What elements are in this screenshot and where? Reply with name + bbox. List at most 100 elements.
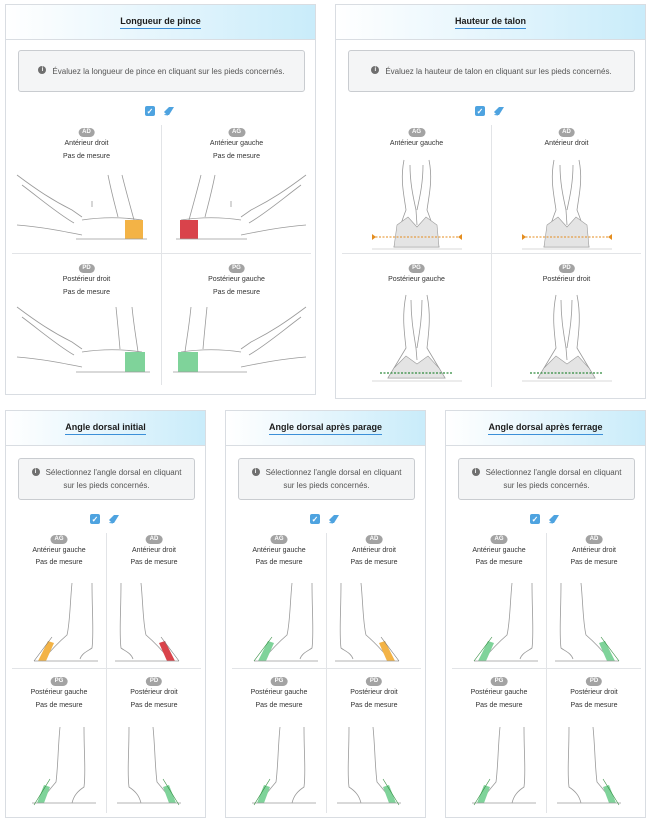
foot-quadrant-pg[interactable]: PG Postérieur gauche Pas de mesure: [232, 669, 326, 814]
foot-quadrant-pd[interactable]: PD Postérieur droit Pas de mesure: [327, 669, 421, 814]
measure-status: Pas de mesure: [255, 702, 303, 709]
hoof-measure-drawing[interactable]: [12, 302, 161, 382]
measure-status: Pas de mesure: [350, 559, 398, 566]
hoof-side-drawing[interactable]: [452, 717, 546, 809]
dorsal-angle-fill: [599, 641, 615, 661]
panel-header: Angle dorsal initial: [6, 411, 205, 446]
hoof-side-drawing[interactable]: [327, 573, 421, 665]
info-text: Évaluez la longueur de pince en cliquant…: [52, 66, 285, 76]
hoof-side-drawing[interactable]: [232, 717, 326, 809]
foot-label: Antérieur gauche: [252, 547, 306, 554]
hoof-side-drawing[interactable]: [452, 573, 546, 665]
hoof-side-drawing[interactable]: [107, 717, 201, 809]
foot-quadrant-ag[interactable]: AG Antérieur gauche: [342, 125, 491, 253]
foot-badge: AD: [78, 128, 95, 137]
foot-badge: AG: [408, 128, 425, 137]
hoof-side-drawing[interactable]: [327, 717, 421, 809]
measure-status: Pas de mesure: [570, 559, 618, 566]
foot-badge: PD: [78, 264, 95, 273]
hoof-side-drawing[interactable]: [547, 717, 641, 809]
foot-label: Postérieur gauche: [388, 276, 445, 283]
panel-angle-dorsal-parage: Angle dorsal après parage i Sélectionnez …: [225, 410, 426, 818]
foot-label: Antérieur droit: [352, 547, 396, 554]
info-icon: i: [31, 467, 40, 476]
checkbox-checked-icon[interactable]: ✓: [475, 106, 485, 116]
foot-badge: PD: [145, 677, 163, 686]
eraser-icon[interactable]: [548, 514, 560, 524]
hoof-front-drawing[interactable]: [492, 155, 641, 251]
hoof-side-drawing[interactable]: [12, 717, 106, 809]
foot-quadrant-ag[interactable]: AG Antérieur gauche Pas de mesure: [452, 533, 546, 668]
hoof-side-drawing[interactable]: [232, 573, 326, 665]
info-icon: i: [371, 66, 380, 75]
foot-quadrant-pd[interactable]: PD Postérieur droit Pas de mesure: [547, 669, 641, 814]
panel-angle-dorsal-initial: Angle dorsal initial i Sélectionnez l'ang…: [5, 410, 206, 818]
hoof-front-drawing[interactable]: [342, 155, 491, 251]
foot-quadrant-pd[interactable]: PD Postérieur droit: [492, 254, 641, 387]
panel-title: Angle dorsal après parage: [268, 422, 383, 435]
foot-badge: AG: [270, 535, 288, 544]
hoof-measure-drawing[interactable]: [12, 165, 161, 250]
foot-quadrant-ag[interactable]: AG Antérieur gauche Pas de mesure: [162, 125, 311, 253]
foot-badge: AD: [558, 128, 575, 137]
measure-status: Pas de mesure: [62, 289, 111, 296]
foot-quadrant-pg[interactable]: PG Postérieur gauche Pas de mesure: [12, 669, 106, 814]
foot-badge: AD: [145, 535, 163, 544]
hoof-measure-drawing[interactable]: [162, 165, 311, 250]
foot-quadrant-pd[interactable]: PD Postérieur droit Pas de mesure: [107, 669, 201, 814]
foot-quadrant-ad[interactable]: AD Antérieur droit Pas de mesure: [107, 533, 201, 668]
info-box: i Évaluez la hauteur de talon en cliquant…: [348, 50, 635, 92]
eraser-icon[interactable]: [493, 106, 505, 116]
eraser-icon[interactable]: [108, 514, 120, 524]
panel-header: Hauteur de talon: [336, 5, 645, 40]
foot-badge: AG: [50, 535, 68, 544]
foot-quadrant-ad[interactable]: AD Antérieur droit Pas de mesure: [12, 125, 161, 253]
dorsal-angle-fill: [159, 641, 175, 661]
checkbox-checked-icon[interactable]: ✓: [310, 514, 320, 524]
measure-status: Pas de mesure: [255, 559, 303, 566]
foot-quadrant-ag[interactable]: AG Antérieur gauche Pas de mesure: [12, 533, 106, 668]
panel-title: Hauteur de talon: [454, 16, 526, 29]
eraser-icon[interactable]: [328, 514, 340, 524]
foot-quadrant-pd[interactable]: PD Postérieur droit Pas de mesure: [12, 254, 161, 385]
foot-label: Antérieur gauche: [209, 140, 264, 147]
dorsal-angle-fill: [478, 641, 494, 661]
toe-length-fill: [125, 220, 143, 239]
foot-quadrant-pg[interactable]: PG Postérieur gauche Pas de mesure: [452, 669, 546, 814]
hoof-side-drawing[interactable]: [12, 573, 106, 665]
foot-badge: PG: [408, 264, 425, 273]
foot-quadrant-ad[interactable]: AD Antérieur droit Pas de mesure: [327, 533, 421, 668]
checkbox-checked-icon[interactable]: ✓: [530, 514, 540, 524]
measure-status: Pas de mesure: [35, 702, 83, 709]
dorsal-angle-fill: [163, 785, 176, 803]
foot-label: Postérieur droit: [570, 689, 618, 696]
measure-status: Pas de mesure: [475, 702, 523, 709]
foot-badge: PD: [585, 677, 603, 686]
hoof-front-drawing[interactable]: [492, 290, 641, 386]
panel-title: Angle dorsal après ferrage: [488, 422, 603, 435]
hoof-front-drawing[interactable]: [342, 290, 491, 386]
foot-quadrant-pg[interactable]: PG Postérieur gauche: [342, 254, 491, 387]
checkbox-checked-icon[interactable]: ✓: [90, 514, 100, 524]
panel-header: Longueur de pince: [6, 5, 315, 40]
foot-quadrant-ad[interactable]: AD Antérieur droit Pas de mesure: [547, 533, 641, 668]
foot-quadrant-ad[interactable]: AD Antérieur droit: [492, 125, 641, 253]
foot-badge: PG: [50, 677, 68, 686]
checkbox-checked-icon[interactable]: ✓: [145, 106, 155, 116]
foot-quadrant-ag[interactable]: AG Antérieur gauche Pas de mesure: [232, 533, 326, 668]
measure-status: Pas de mesure: [35, 559, 83, 566]
info-text: Évaluez la hauteur de talon en cliquant …: [385, 66, 612, 76]
hoof-measure-drawing[interactable]: [162, 302, 311, 382]
info-text: Sélectionnez l'angle dorsal en cliquant …: [45, 468, 182, 490]
eraser-icon[interactable]: [163, 106, 175, 116]
info-icon: i: [471, 467, 480, 476]
foot-quadrant-pg[interactable]: PG Postérieur gauche Pas de mesure: [162, 254, 311, 385]
foot-badge: PG: [270, 677, 288, 686]
foot-badge: AG: [228, 128, 245, 137]
hoof-side-drawing[interactable]: [547, 573, 641, 665]
measure-status: Pas de mesure: [130, 559, 178, 566]
dorsal-angle-fill: [37, 785, 50, 803]
panel-angle-dorsal-ferrage: Angle dorsal après ferrage i Sélectionnez…: [445, 410, 646, 818]
measure-status: Pas de mesure: [212, 153, 261, 160]
hoof-side-drawing[interactable]: [107, 573, 201, 665]
